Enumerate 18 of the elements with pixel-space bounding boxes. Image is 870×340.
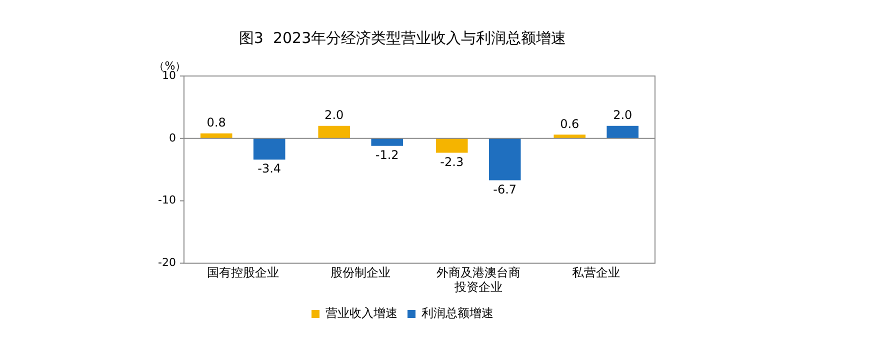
- x-tick-label: 私营企业: [572, 266, 620, 280]
- legend-label: 利润总额增速: [422, 306, 494, 320]
- data-label: -2.3: [440, 154, 464, 169]
- data-label: 0.8: [206, 116, 226, 130]
- data-label: -6.7: [493, 182, 517, 196]
- chart-title: 图3 2023年分经济类型营业收入与利润总额增速: [238, 28, 566, 47]
- data-label: 2.0: [324, 108, 344, 122]
- x-tick-label: 外商及港澳台商投资企业: [436, 266, 520, 294]
- data-label: -1.2: [375, 148, 399, 162]
- y-tick-label: -10: [158, 194, 176, 207]
- x-tick-label: 国有控股企业: [206, 266, 279, 280]
- data-label: 0.6: [560, 116, 580, 131]
- data-label: 2.0: [613, 108, 632, 122]
- legend-label: 营业收入增速: [326, 306, 398, 320]
- y-tick-label: -20: [158, 256, 176, 270]
- x-tick-label: 股份制企业: [330, 266, 391, 280]
- y-tick-label: 0: [168, 131, 176, 144]
- data-label: -3.4: [258, 162, 282, 176]
